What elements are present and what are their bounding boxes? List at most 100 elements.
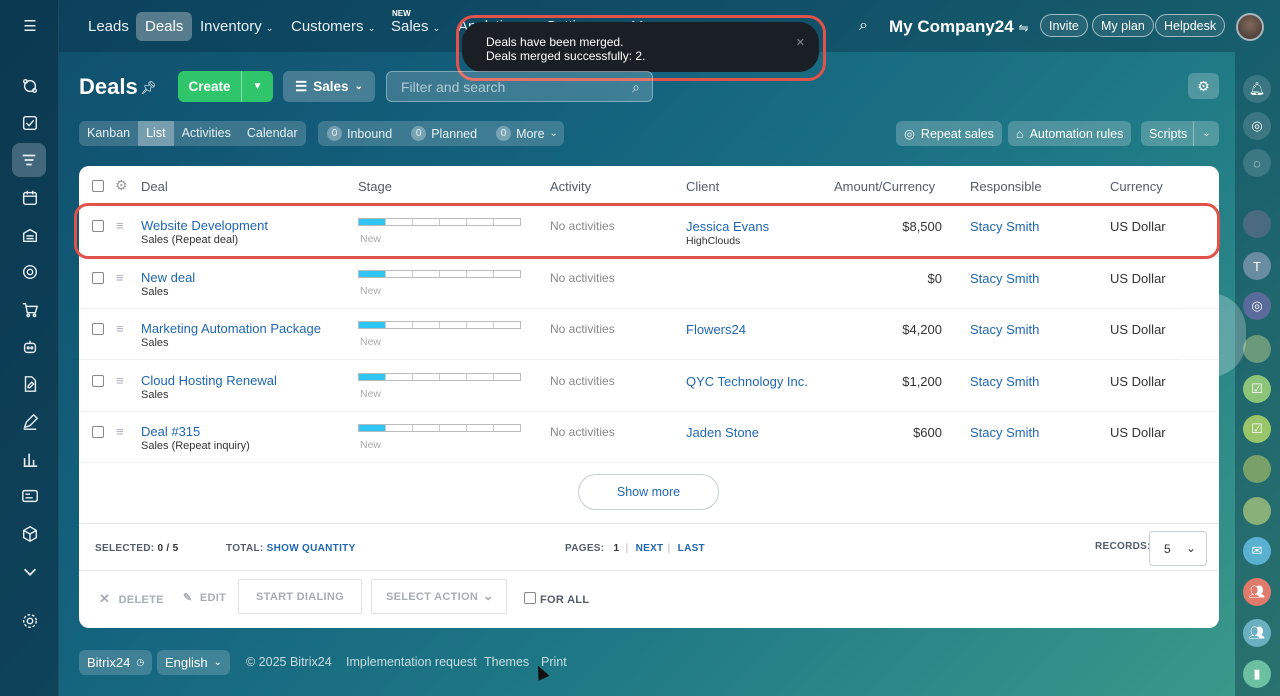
column-client[interactable]: Client (686, 179, 720, 194)
deal-title-link[interactable]: Marketing Automation Package (141, 321, 321, 336)
chevron-down-icon[interactable] (16, 558, 44, 586)
language-selector[interactable]: English ⌄ (157, 650, 231, 675)
drag-handle-icon[interactable]: ≡ (116, 270, 124, 285)
counter-more[interactable]: More (516, 126, 545, 141)
group-icon[interactable]: 👥︎ (1243, 578, 1271, 606)
client-company[interactable]: HighClouds (686, 235, 741, 247)
contact-center-icon[interactable] (16, 482, 44, 510)
responsible-link[interactable]: Stacy Smith (970, 374, 1040, 389)
chevron-down-icon[interactable]: ⌄ (1193, 121, 1218, 146)
counter-inbound[interactable]: Inbound (347, 126, 393, 141)
robot-icon[interactable] (16, 333, 44, 361)
scripts-button[interactable]: Scripts ⌄ (1141, 121, 1219, 146)
copilot-icon[interactable]: ◎ (1243, 112, 1271, 140)
themes-link[interactable]: Themes (484, 655, 530, 669)
table-row[interactable]: ≡ Cloud Hosting Renewal Sales New No act… (79, 361, 1219, 412)
cart-icon[interactable] (16, 296, 44, 324)
nav-deals[interactable]: Deals (136, 12, 193, 41)
table-row[interactable]: ≡ Deal #315 Sales (Repeat inquiry) New N… (79, 412, 1219, 463)
table-row[interactable]: ≡ Marketing Automation Package Sales New… (79, 309, 1219, 360)
tasks-icon[interactable] (16, 109, 44, 137)
next-page-link[interactable]: NEXT (635, 543, 664, 554)
deal-title-link[interactable]: Deal #315 (141, 424, 201, 439)
client-link[interactable]: QYC Technology Inc. (686, 374, 808, 389)
column-currency[interactable]: Currency (1110, 179, 1163, 194)
avatar[interactable] (1243, 497, 1271, 525)
select-action-dropdown[interactable]: SELECT ACTION ⌄ (371, 579, 507, 614)
nav-customers[interactable]: Customers ⌄ (291, 18, 375, 35)
target-icon[interactable] (16, 258, 44, 286)
gear-icon[interactable]: ⚙ (115, 177, 128, 193)
nav-leads[interactable]: Leads (88, 18, 129, 35)
invite-button[interactable]: Invite (1040, 14, 1088, 37)
for-all-checkbox[interactable] (524, 592, 536, 604)
avatar[interactable] (1243, 455, 1271, 483)
search-icon[interactable]: ⌕ (632, 79, 640, 95)
stage-progress[interactable] (358, 218, 521, 226)
helpdesk-button[interactable]: Helpdesk (1155, 14, 1226, 37)
create-button[interactable]: Create ▼ (178, 71, 273, 102)
drag-handle-icon[interactable]: ≡ (116, 321, 124, 336)
responsible-link[interactable]: Stacy Smith (970, 271, 1040, 286)
pipeline-selector[interactable]: ☰ Sales ⌄ (283, 71, 375, 102)
repeat-sales-button[interactable]: ◎ Repeat sales (896, 121, 1002, 146)
task-check-icon[interactable]: ☑ (1243, 415, 1271, 443)
stage-progress[interactable] (358, 373, 521, 381)
avatar[interactable] (1236, 13, 1264, 41)
bell-icon[interactable]: 🔔︎ (1243, 75, 1271, 103)
column-stage[interactable]: Stage (358, 179, 392, 194)
gear-icon[interactable]: ⚙ (1188, 73, 1219, 99)
for-all-toggle[interactable]: FOR ALL (524, 591, 589, 606)
tab-calendar[interactable]: Calendar (246, 126, 298, 140)
delete-button[interactable]: ✕ DELETE (99, 591, 164, 607)
tab-kanban[interactable]: Kanban (87, 126, 131, 140)
activity-status[interactable]: No activities (550, 219, 615, 233)
nav-sales[interactable]: Sales ⌄ (391, 18, 440, 35)
client-link[interactable]: Flowers24 (686, 322, 746, 337)
drag-handle-icon[interactable]: ≡ (116, 424, 124, 439)
table-row[interactable]: ≡ New deal Sales New No activities $0 St… (79, 258, 1219, 309)
nav-inventory[interactable]: Inventory ⌄ (200, 18, 273, 35)
row-checkbox[interactable] (92, 272, 104, 284)
responsible-link[interactable]: Stacy Smith (970, 219, 1040, 234)
pin-icon[interactable]: 📌︎ (140, 80, 157, 95)
analytics-icon[interactable] (16, 445, 44, 473)
column-deal[interactable]: Deal (141, 179, 168, 194)
client-link[interactable]: Jessica Evans (686, 219, 770, 234)
calendar-icon[interactable] (16, 184, 44, 212)
counter-planned[interactable]: Planned (431, 126, 478, 141)
copilot-chat-icon[interactable]: ◎ (1243, 292, 1271, 320)
chat-icon[interactable]: ◌ (1243, 149, 1271, 177)
client-link[interactable]: Jaden Stone (686, 425, 760, 440)
select-all-checkbox[interactable] (92, 180, 104, 192)
feed-icon[interactable] (16, 72, 44, 100)
last-page-link[interactable]: LAST (677, 543, 705, 554)
row-checkbox[interactable] (92, 426, 104, 438)
group-icon[interactable]: 👥︎ (1243, 619, 1271, 647)
responsible-link[interactable]: Stacy Smith (970, 425, 1040, 440)
activity-status[interactable]: No activities (550, 322, 615, 336)
avatar[interactable] (1243, 210, 1271, 238)
deal-title-link[interactable]: New deal (141, 270, 196, 285)
tab-list[interactable]: List (138, 121, 174, 146)
bookmark-icon[interactable]: ▮ (1243, 660, 1271, 688)
start-dialing-button[interactable]: START DIALING (238, 579, 362, 614)
drag-handle-icon[interactable]: ≡ (116, 218, 124, 233)
stage-progress[interactable] (358, 424, 521, 432)
show-quantity-link[interactable]: SHOW QUANTITY (266, 543, 356, 554)
avatar[interactable] (1243, 335, 1271, 363)
activity-status[interactable]: No activities (550, 425, 615, 439)
crm-icon[interactable] (12, 143, 46, 177)
row-checkbox[interactable] (92, 375, 104, 387)
mail-icon[interactable]: ✉ (1243, 537, 1271, 565)
chevron-right-icon[interactable]: › (1174, 293, 1246, 377)
menu-icon[interactable]: ☰ (23, 18, 37, 35)
close-icon[interactable]: ✕ (795, 37, 805, 49)
search-icon[interactable]: ⌕ (859, 17, 868, 34)
avatar[interactable]: T (1243, 252, 1271, 280)
implementation-request-link[interactable]: Implementation request (346, 655, 477, 669)
column-responsible[interactable]: Responsible (970, 179, 1042, 194)
document-sign-icon[interactable] (16, 370, 44, 398)
stage-progress[interactable] (358, 321, 521, 329)
task-check-icon[interactable]: ☑ (1243, 375, 1271, 403)
